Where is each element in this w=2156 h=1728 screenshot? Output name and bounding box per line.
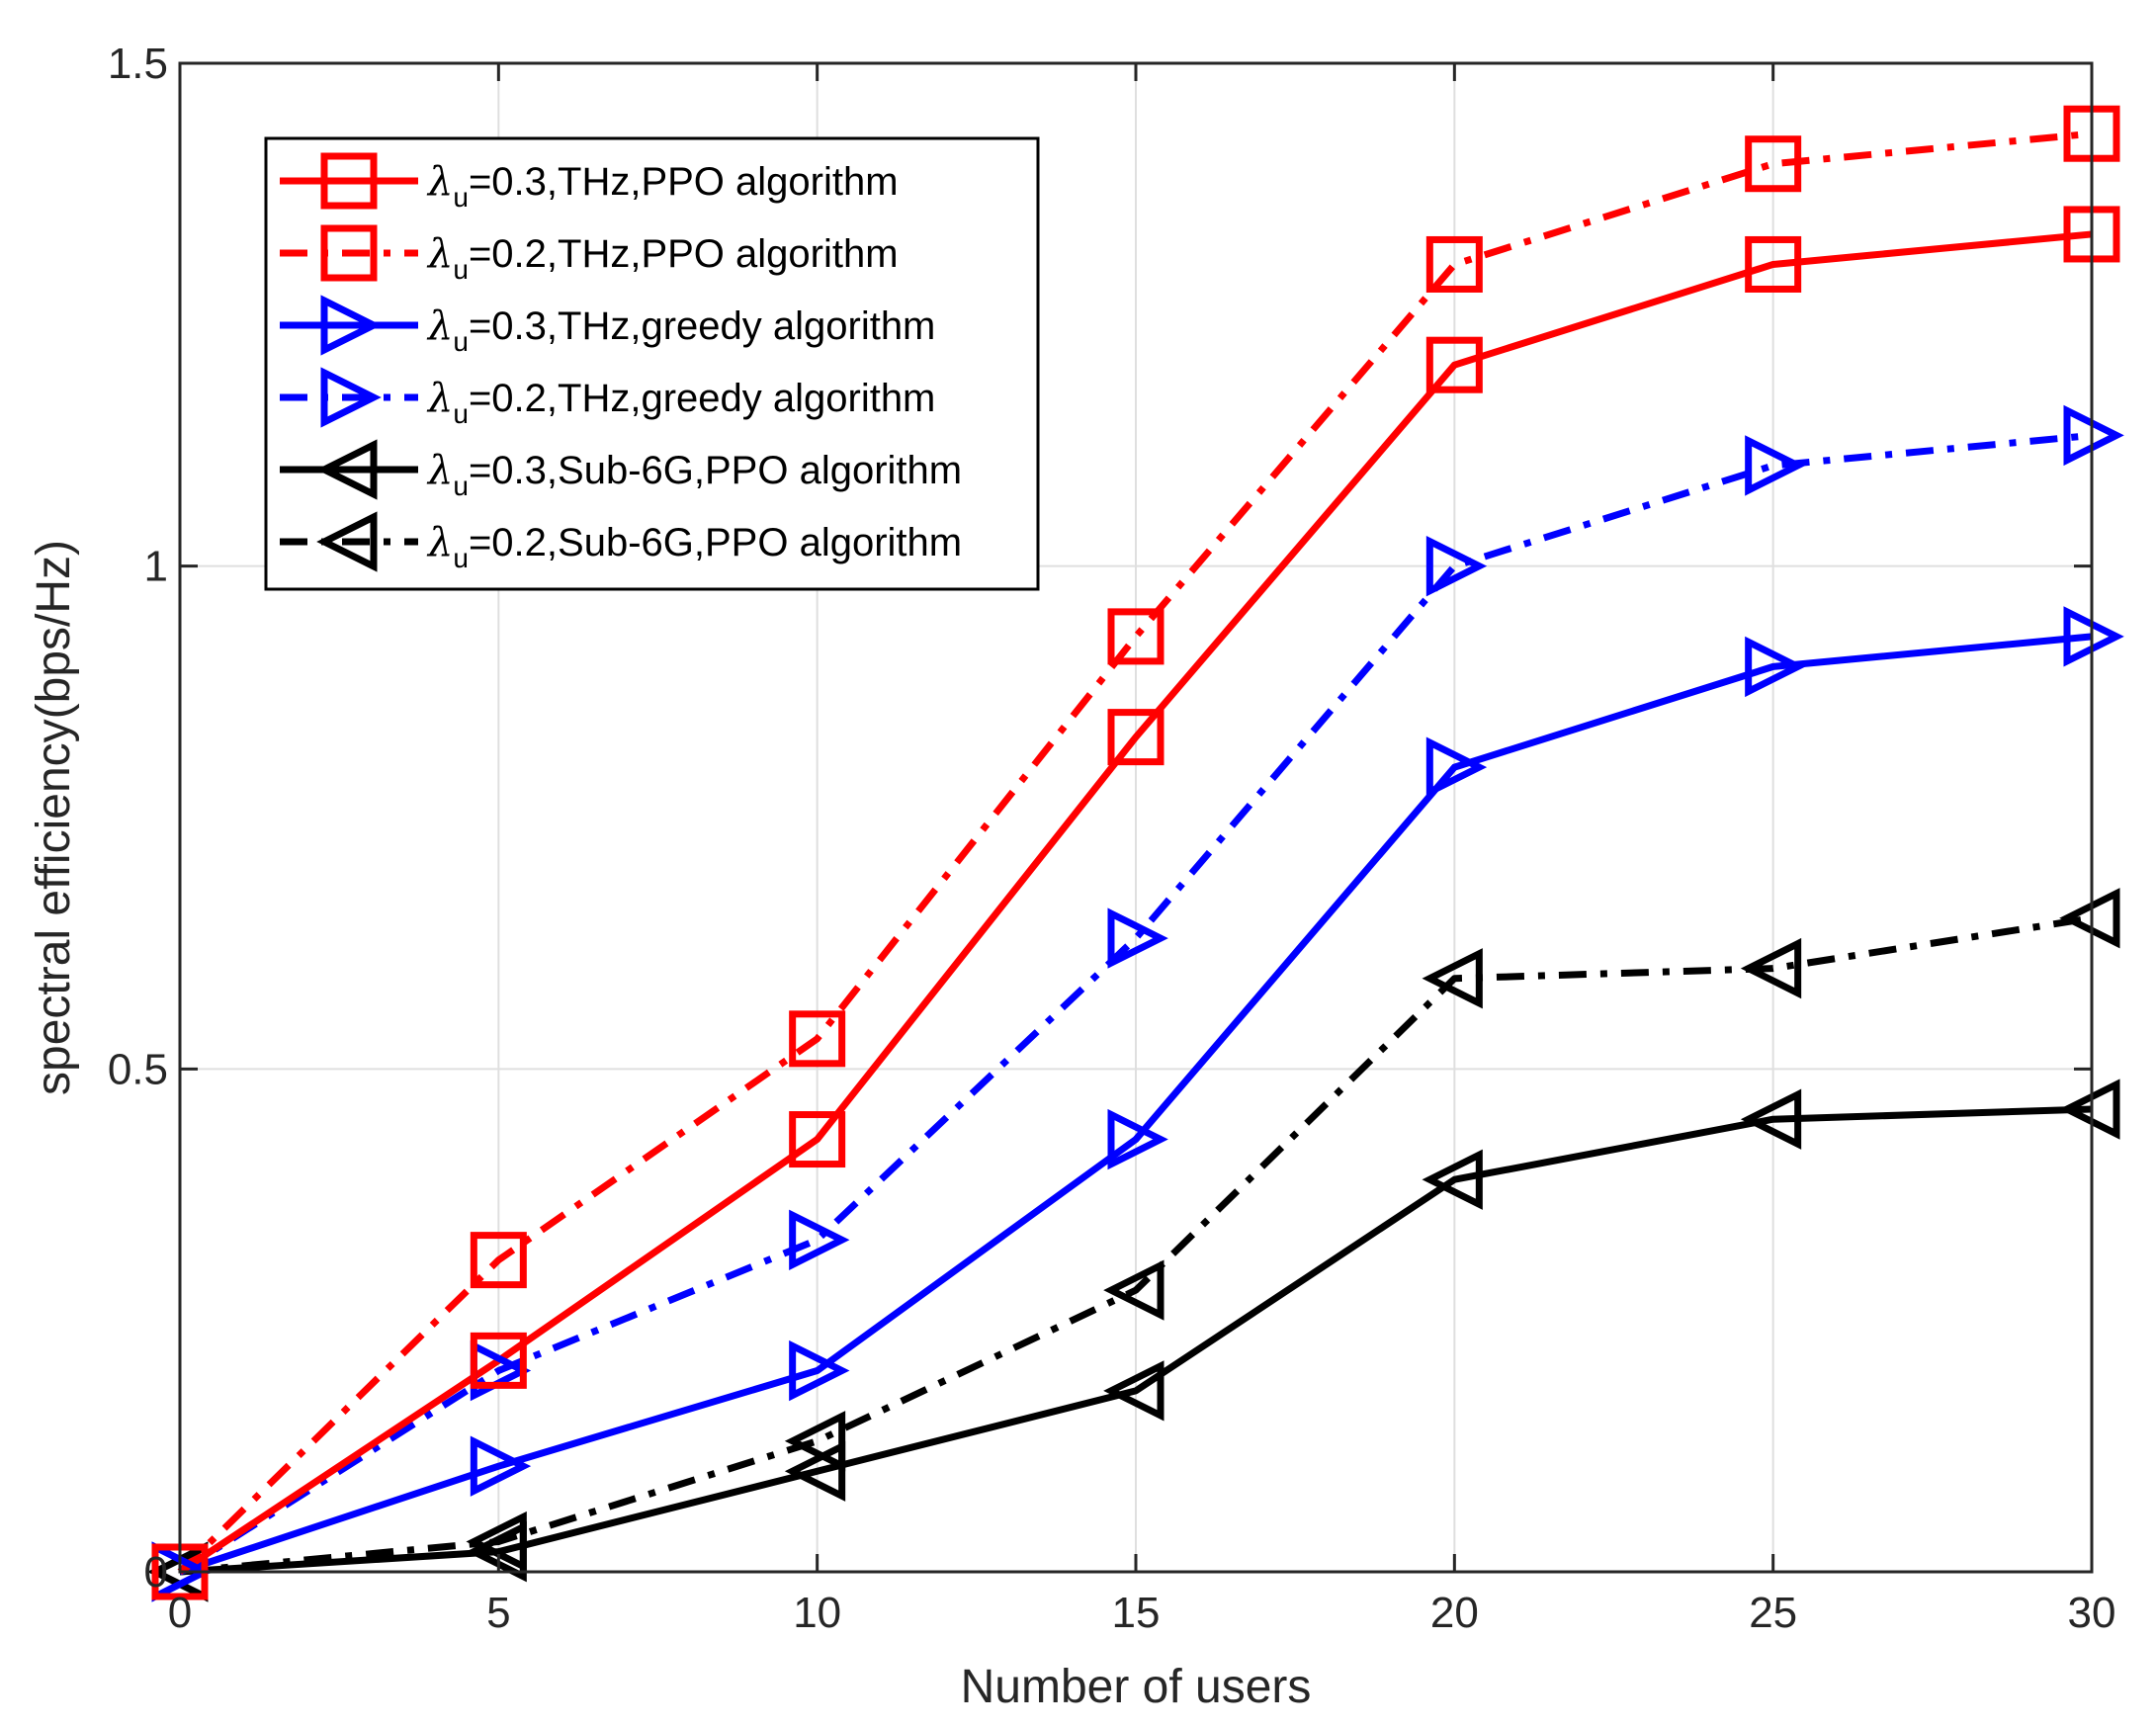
data-point-2-2 — [789, 1339, 850, 1402]
y-tick-label: 1.5 — [108, 40, 168, 88]
tick-labels: 0 5 10 15 20 25 30 0 0.5 1 1.5 — [108, 40, 2116, 1637]
data-point-0-5 — [1745, 235, 1802, 293]
legend: λu=0.3,THz,PPO algorithm λu=0.2,THz,PPO a… — [264, 136, 1040, 591]
x-tick-label: 15 — [1112, 1589, 1161, 1637]
legend-marker-1 — [320, 224, 378, 282]
x-tick-label: 20 — [1430, 1589, 1479, 1637]
y-tick-label: 0 — [144, 1548, 168, 1597]
data-point-3-2 — [789, 1209, 850, 1270]
data-point-3-4 — [1425, 536, 1488, 597]
y-tick-label: 0.5 — [108, 1045, 168, 1093]
ticks — [178, 61, 2094, 1574]
x-tick-label: 30 — [2068, 1589, 2116, 1637]
x-tick-label: 10 — [793, 1589, 841, 1637]
legend-marker-2 — [320, 295, 382, 356]
data-point-5-4 — [1422, 948, 1483, 1009]
legend-marker-5 — [316, 511, 378, 572]
data-point-2-1 — [470, 1435, 532, 1497]
data-point-3-3 — [1107, 907, 1168, 969]
data-point-5-5 — [1740, 937, 1802, 999]
data-point-5-1 — [466, 1511, 527, 1573]
data-point-1-2 — [789, 1010, 846, 1068]
x-tick-label: 0 — [168, 1589, 192, 1637]
legend-marker-3 — [320, 367, 382, 428]
data-point-2-5 — [1745, 636, 1806, 698]
data-point-2-4 — [1425, 736, 1488, 798]
legend-box — [264, 136, 1040, 591]
data-point-0-3 — [1107, 709, 1164, 766]
legend-marker-0 — [320, 152, 378, 210]
series-line-1 — [177, 130, 2093, 1575]
data-point-0-1 — [470, 1332, 527, 1389]
x-axis-title: Number of users — [961, 1661, 1312, 1713]
y-tick-label: 1 — [144, 543, 168, 591]
data-point-5-3 — [1103, 1259, 1164, 1321]
series-line-2 — [178, 633, 2093, 1576]
data-point-0-4 — [1425, 336, 1483, 393]
legend-label-4: λu=0.3,Sub-6G,PPO algorithm — [426, 448, 962, 501]
data-point-1-4 — [1425, 235, 1483, 293]
data-point-4-2 — [784, 1440, 846, 1502]
data-point-1-3 — [1107, 608, 1164, 665]
x-tick-label: 5 — [486, 1589, 510, 1637]
data-point-2-3 — [1107, 1108, 1168, 1170]
data-point-1-1 — [470, 1232, 527, 1289]
data-point-3-5 — [1745, 435, 1806, 496]
legend-label-0: λu=0.3,THz,PPO algorithm — [426, 159, 899, 213]
legend-label-5: λu=0.2,Sub-6G,PPO algorithm — [426, 520, 962, 573]
legend-label-3: λu=0.2,THz,greedy algorithm — [426, 376, 935, 429]
data-point-5-2 — [784, 1411, 846, 1472]
x-tick-label: 25 — [1749, 1589, 1797, 1637]
legend-items: λu=0.3,THz,PPO algorithm λu=0.2,THz,PPO a… — [280, 152, 962, 573]
data-point-4-3 — [1103, 1360, 1164, 1422]
data-point-4-5 — [1740, 1088, 1802, 1150]
legend-label-1: λu=0.2,THz,PPO algorithm — [426, 231, 899, 285]
series-line-3 — [178, 431, 2093, 1575]
legend-label-2: λu=0.3,THz,greedy algorithm — [426, 303, 935, 357]
legend-marker-4 — [316, 439, 378, 500]
y-axis-title: spectral efficiency(bps/Hz) — [28, 540, 80, 1095]
data-point-4-4 — [1422, 1149, 1483, 1210]
data-point-1-5 — [1745, 135, 1802, 193]
data-point-0-2 — [789, 1111, 846, 1168]
